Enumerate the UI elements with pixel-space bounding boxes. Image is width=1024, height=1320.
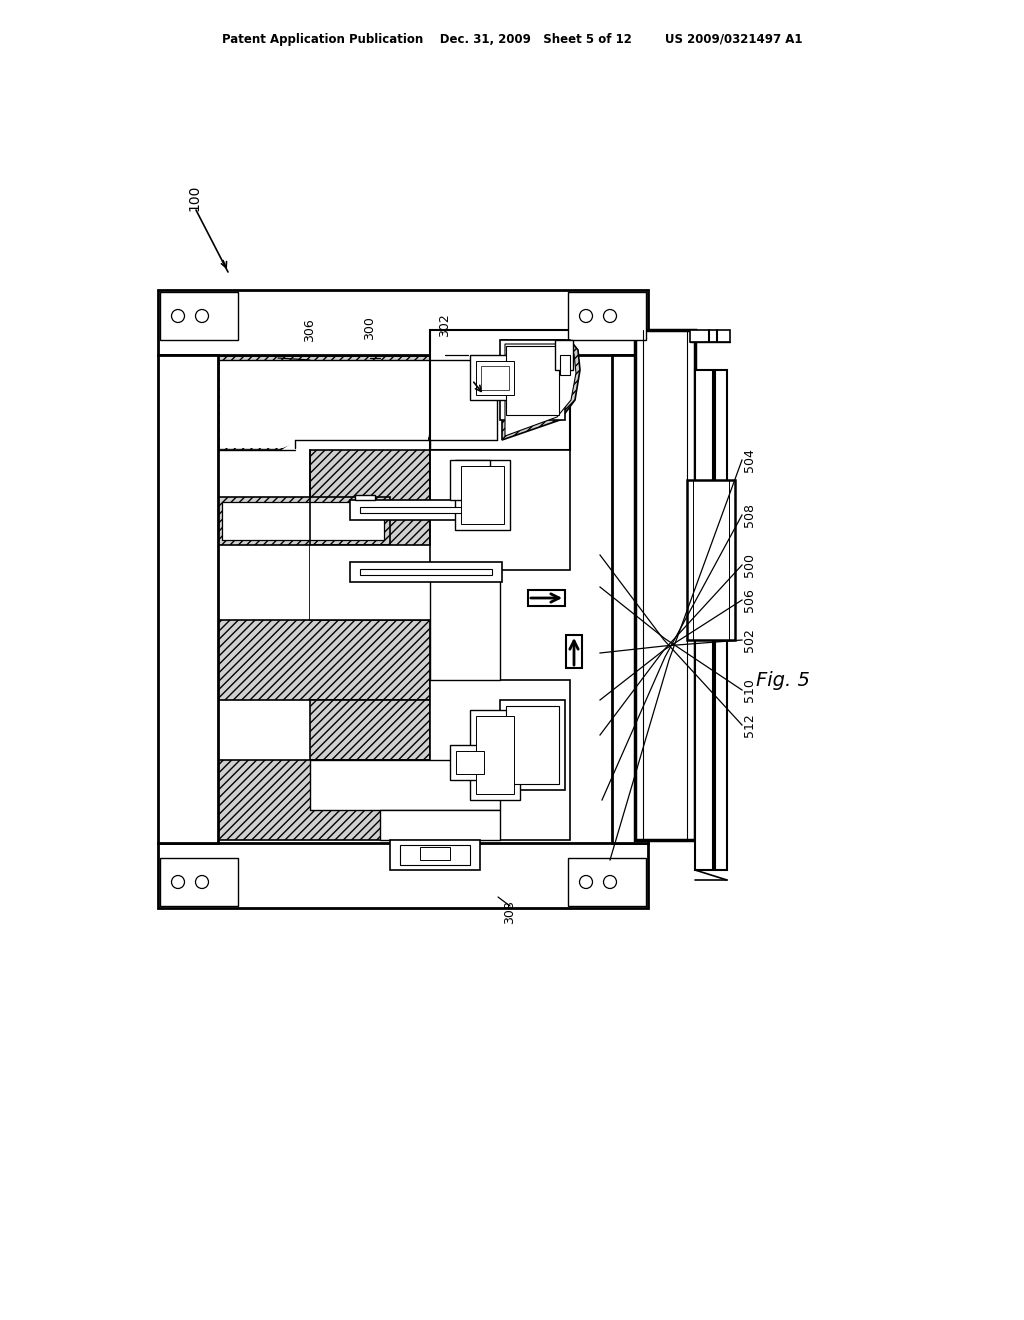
Bar (310, 700, 430, 760)
Text: 308: 308 (504, 900, 516, 924)
Bar (350, 500, 502, 520)
Bar (687, 480, 735, 640)
Bar (218, 620, 430, 700)
Bar (500, 341, 565, 420)
Circle shape (196, 875, 209, 888)
Bar (310, 545, 430, 620)
Text: 306: 306 (303, 318, 316, 342)
Bar (160, 858, 238, 906)
Bar (360, 507, 492, 513)
Text: 506: 506 (743, 589, 757, 612)
Bar (310, 450, 430, 700)
Text: 504: 504 (743, 447, 757, 473)
Text: 500: 500 (743, 553, 757, 577)
Bar (481, 366, 509, 389)
Bar (218, 498, 390, 545)
Bar (350, 562, 502, 582)
Bar (500, 700, 565, 789)
Bar (568, 858, 646, 906)
Bar (430, 570, 500, 680)
Bar (695, 370, 713, 870)
Circle shape (196, 309, 209, 322)
Bar (635, 330, 695, 840)
Bar (158, 843, 648, 908)
Circle shape (603, 309, 616, 322)
Text: 510: 510 (743, 678, 757, 702)
Bar (476, 360, 514, 395)
Bar (430, 450, 570, 570)
Bar (420, 847, 450, 861)
Polygon shape (505, 345, 575, 436)
Bar (355, 495, 375, 500)
Bar (430, 330, 570, 450)
Bar (456, 751, 484, 774)
Bar (560, 355, 570, 375)
Text: 100: 100 (187, 185, 201, 211)
Bar (360, 569, 492, 576)
Polygon shape (220, 360, 497, 447)
Bar (506, 706, 559, 784)
Polygon shape (502, 341, 580, 440)
Bar (690, 330, 730, 342)
Bar (461, 466, 504, 524)
Bar (715, 370, 727, 870)
Bar (390, 840, 480, 870)
Bar (555, 341, 573, 370)
Bar (450, 744, 490, 780)
Bar (450, 459, 490, 500)
Bar (470, 710, 520, 800)
Bar (222, 502, 384, 540)
Polygon shape (218, 356, 502, 450)
Text: 300: 300 (364, 315, 377, 341)
Bar (158, 355, 218, 843)
Text: 512: 512 (743, 713, 757, 737)
Bar (528, 590, 565, 606)
Bar (400, 845, 470, 865)
Text: 508: 508 (743, 503, 757, 527)
Bar (568, 292, 646, 341)
Bar (470, 355, 520, 400)
Circle shape (580, 309, 593, 322)
Text: Fig. 5: Fig. 5 (756, 671, 810, 689)
Text: Patent Application Publication    Dec. 31, 2009   Sheet 5 of 12        US 2009/0: Patent Application Publication Dec. 31, … (222, 33, 802, 46)
Circle shape (603, 875, 616, 888)
Bar (566, 635, 582, 668)
Bar (310, 760, 500, 810)
Bar (158, 290, 648, 355)
Bar (218, 760, 500, 840)
Circle shape (171, 875, 184, 888)
Text: 502: 502 (743, 628, 757, 652)
Circle shape (580, 875, 593, 888)
Bar (455, 459, 510, 531)
Bar (160, 292, 238, 341)
Bar (612, 355, 648, 843)
Bar (506, 346, 559, 414)
Bar (476, 715, 514, 795)
Bar (430, 680, 570, 840)
Circle shape (171, 309, 184, 322)
Text: 302: 302 (438, 313, 452, 337)
Bar (380, 810, 500, 840)
